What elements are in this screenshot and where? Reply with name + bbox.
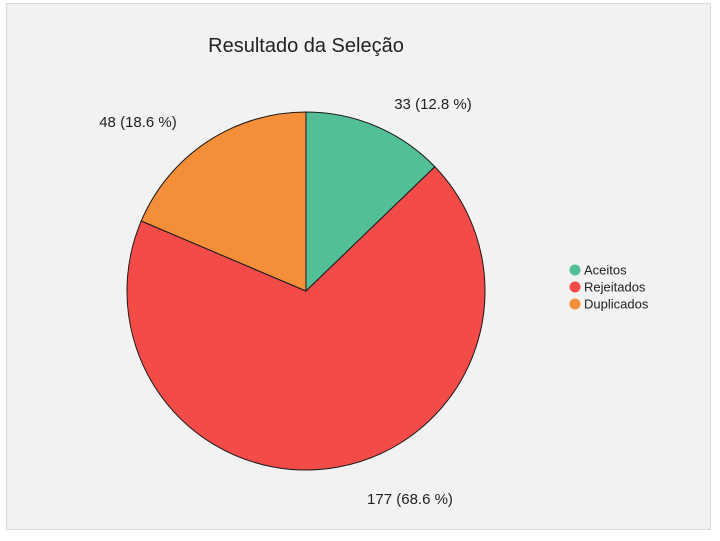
legend-marker-rejeitados xyxy=(569,281,581,293)
chart-title: Resultado da Seleção xyxy=(208,35,404,57)
legend-label-aceitos: Aceitos xyxy=(584,263,627,278)
data-label-aceitos: 33 (12.8 %) xyxy=(394,96,472,113)
legend-marker-aceitos xyxy=(569,264,581,276)
legend-marker-duplicados xyxy=(569,298,581,310)
data-label-duplicados: 48 (18.6 %) xyxy=(99,114,177,131)
pie-slice-rejeitados xyxy=(126,166,486,471)
legend: Aceitos Rejeitados Duplicados xyxy=(569,263,649,312)
pie-slices xyxy=(126,111,486,471)
slice-labels: 33 (12.8 %) 177 (68.6 %) 48 (18.6 %) xyxy=(99,96,472,508)
pie-slice-aceitos xyxy=(305,111,436,293)
data-label-rejeitados: 177 (68.6 %) xyxy=(367,491,453,508)
legend-label-rejeitados: Rejeitados xyxy=(584,280,646,295)
legend-label-duplicados: Duplicados xyxy=(584,297,649,312)
pie-slice-duplicados xyxy=(140,111,307,292)
